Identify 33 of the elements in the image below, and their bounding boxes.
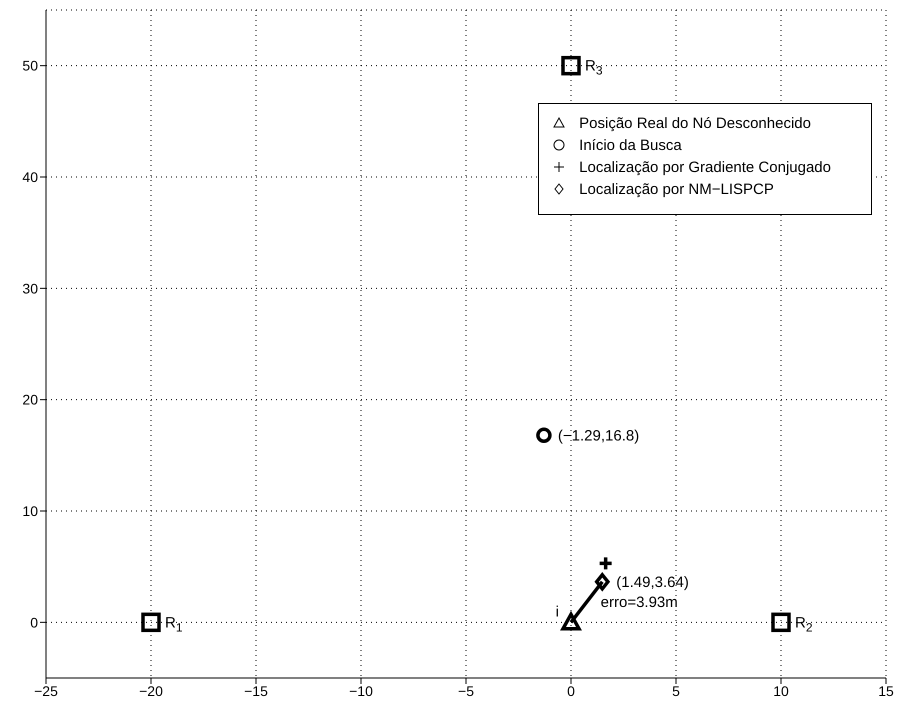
annotation: (−1.29,16.8) [558, 427, 640, 444]
point [141, 612, 161, 632]
annotation: i [556, 603, 559, 620]
annotation: R$_{1}$ [165, 614, 183, 635]
annotation: (1.49,3.64) [616, 574, 689, 591]
point [771, 612, 791, 632]
x-tick-label: −20 [139, 682, 164, 699]
annotation: erro=3.93m [600, 594, 678, 612]
x-tick-label: 5 [672, 682, 680, 699]
x-tick-label: 10 [773, 682, 789, 699]
x-tick-label: −10 [349, 682, 374, 699]
point [561, 612, 581, 630]
legend-label: Início da Busca [579, 136, 682, 154]
point [561, 56, 581, 76]
y-tick-label: 20 [22, 392, 38, 408]
annotation: R$_{3}$ [585, 58, 603, 78]
legend-label: Posição Real do Nó Desconhecido [579, 114, 811, 132]
point [598, 556, 614, 572]
annotation: R$_{2}$ [795, 614, 813, 635]
y-tick-label: 0 [30, 614, 38, 630]
legend-label: Localização por NM−LISPCP [579, 180, 774, 198]
x-tick-label: −5 [458, 682, 474, 699]
x-tick-label: 15 [878, 682, 894, 699]
y-tick-label: 50 [22, 58, 38, 74]
point [536, 428, 552, 444]
y-tick-label: 30 [22, 280, 38, 296]
point [594, 573, 610, 591]
x-tick-label: 0 [567, 682, 576, 699]
legend-label: Localização por Gradiente Conjugado [579, 158, 831, 176]
y-tick-label: 40 [22, 168, 38, 185]
y-tick-label: 10 [22, 502, 38, 519]
x-tick-label: −15 [244, 682, 268, 699]
x-tick-label: −25 [34, 682, 58, 699]
